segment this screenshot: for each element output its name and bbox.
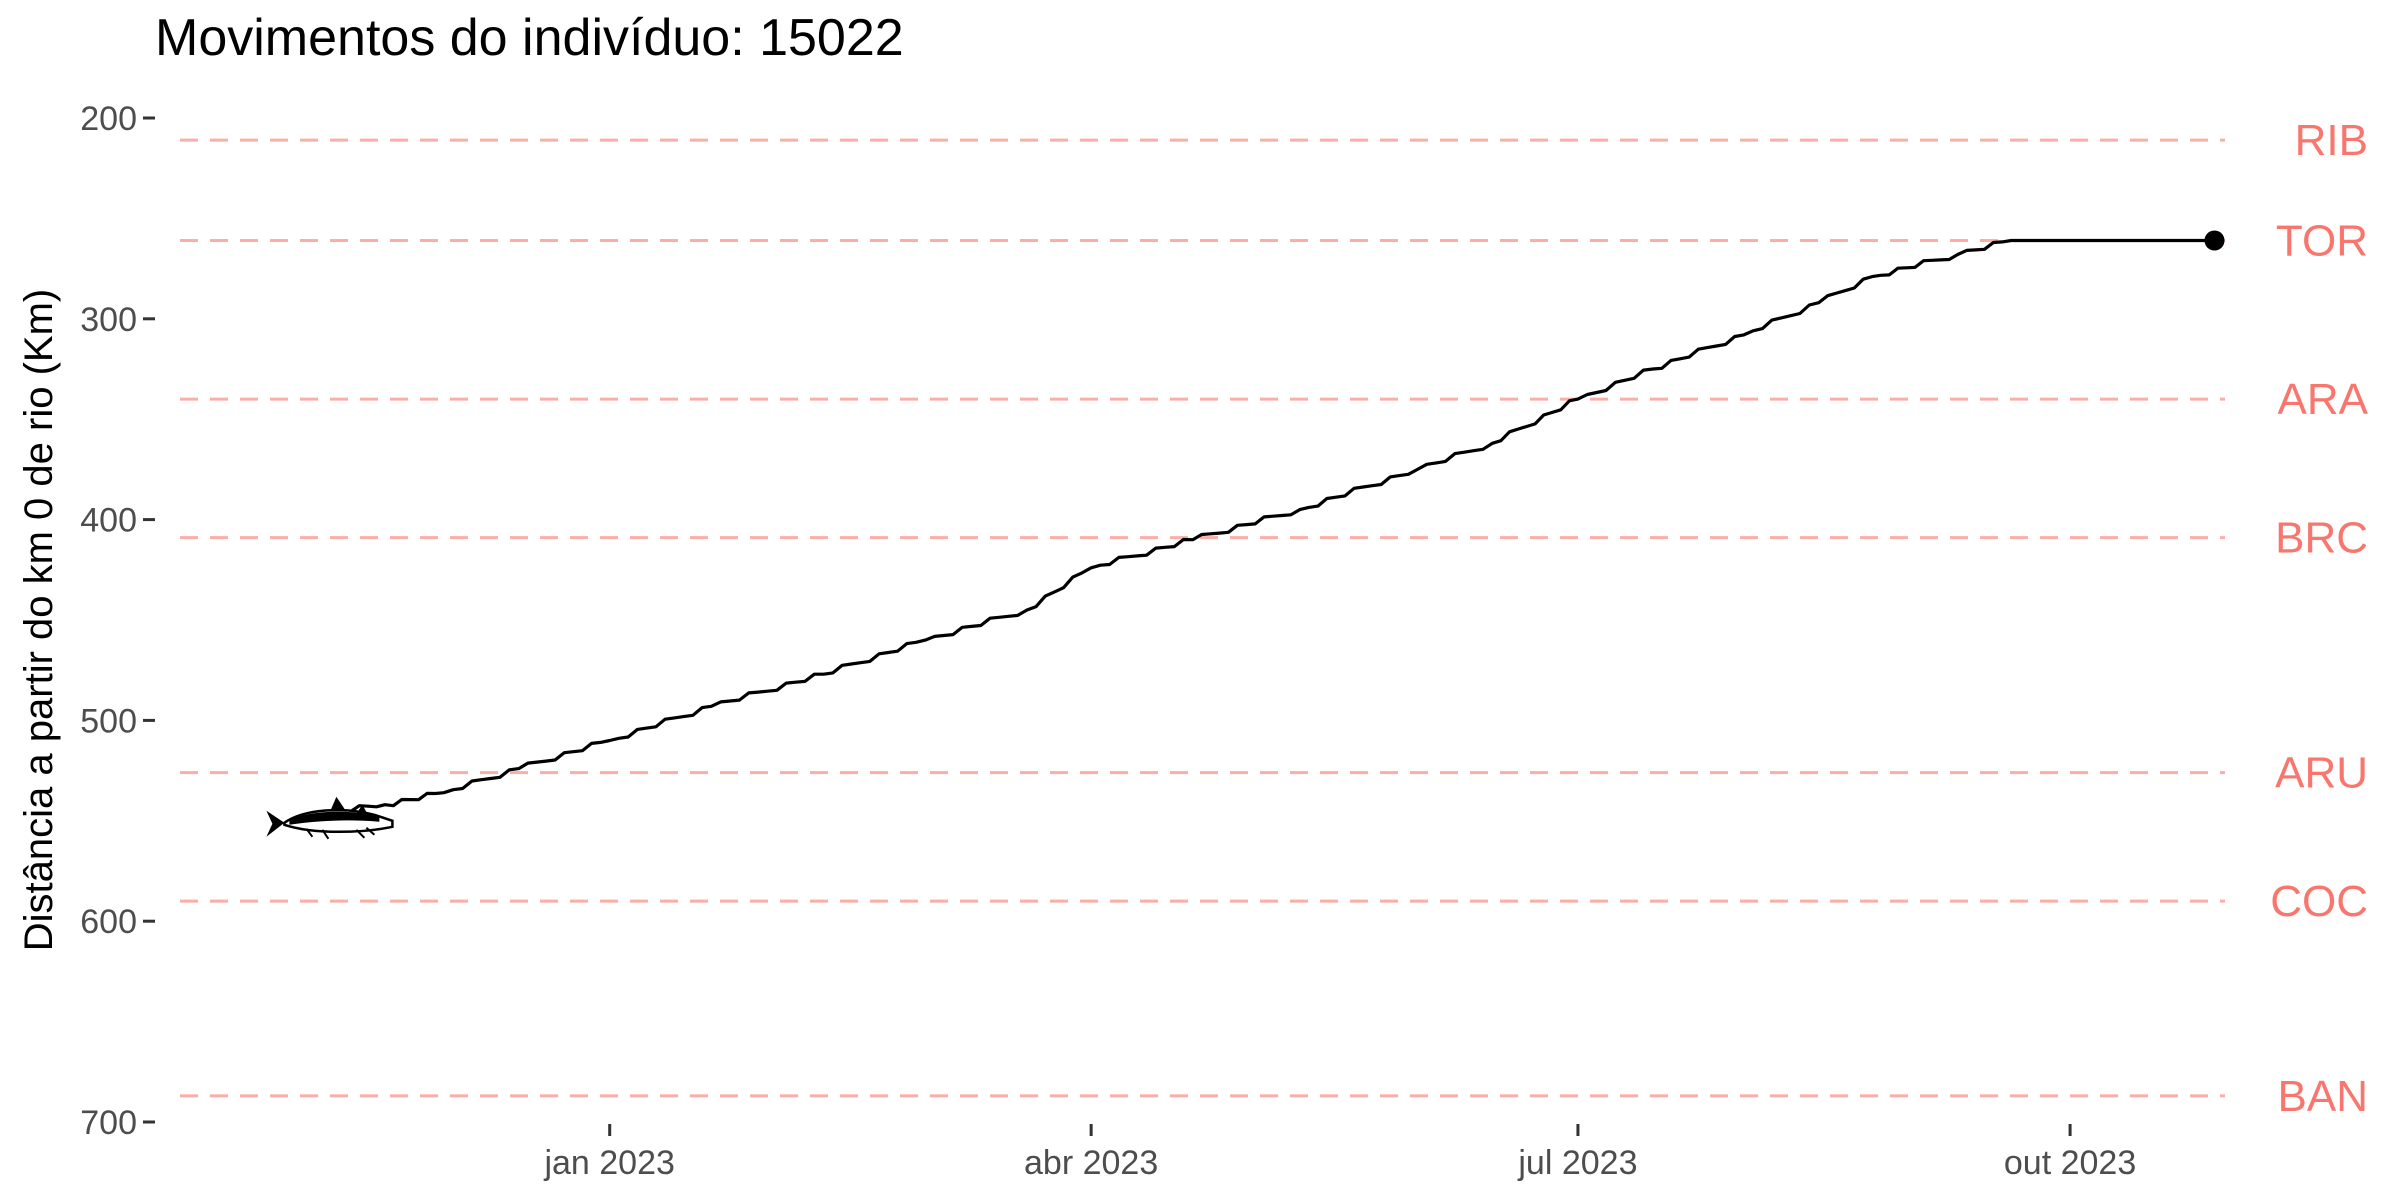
- reference-label-ban: BAN: [2278, 1072, 2368, 1121]
- series-line: [299, 241, 2214, 817]
- reference-label-brc: BRC: [2275, 514, 2368, 563]
- y-axis-label: Distância a partir do km 0 de rio (Km): [17, 289, 61, 951]
- y-tick-label: 300: [80, 301, 137, 339]
- y-axis: 200 300 400 500 600 700: [80, 100, 155, 1142]
- fish-icon: [266, 797, 392, 839]
- x-tick-label: jul 2023: [1517, 1144, 1637, 1182]
- reference-label-aru: ARU: [2275, 749, 2368, 798]
- reference-lines: RIB TOR ARA BRC ARU COC BAN: [180, 116, 2369, 1121]
- x-axis: jan 2023 abr 2023 jul 2023 out 2023: [543, 1124, 2136, 1182]
- y-tick-label: 500: [80, 702, 137, 740]
- reference-label-ara: ARA: [2278, 375, 2369, 424]
- reference-label-rib: RIB: [2295, 116, 2368, 165]
- x-tick-label: abr 2023: [1024, 1144, 1158, 1182]
- x-tick-label: jan 2023: [543, 1144, 674, 1182]
- y-tick-label: 700: [80, 1104, 137, 1142]
- y-tick-label: 400: [80, 502, 137, 540]
- reference-label-coc: COC: [2270, 877, 2368, 926]
- end-marker: [2205, 231, 2225, 251]
- y-tick-label: 200: [80, 100, 137, 138]
- y-tick-label: 600: [80, 903, 137, 941]
- reference-label-tor: TOR: [2276, 216, 2368, 265]
- x-tick-label: out 2023: [2004, 1144, 2136, 1182]
